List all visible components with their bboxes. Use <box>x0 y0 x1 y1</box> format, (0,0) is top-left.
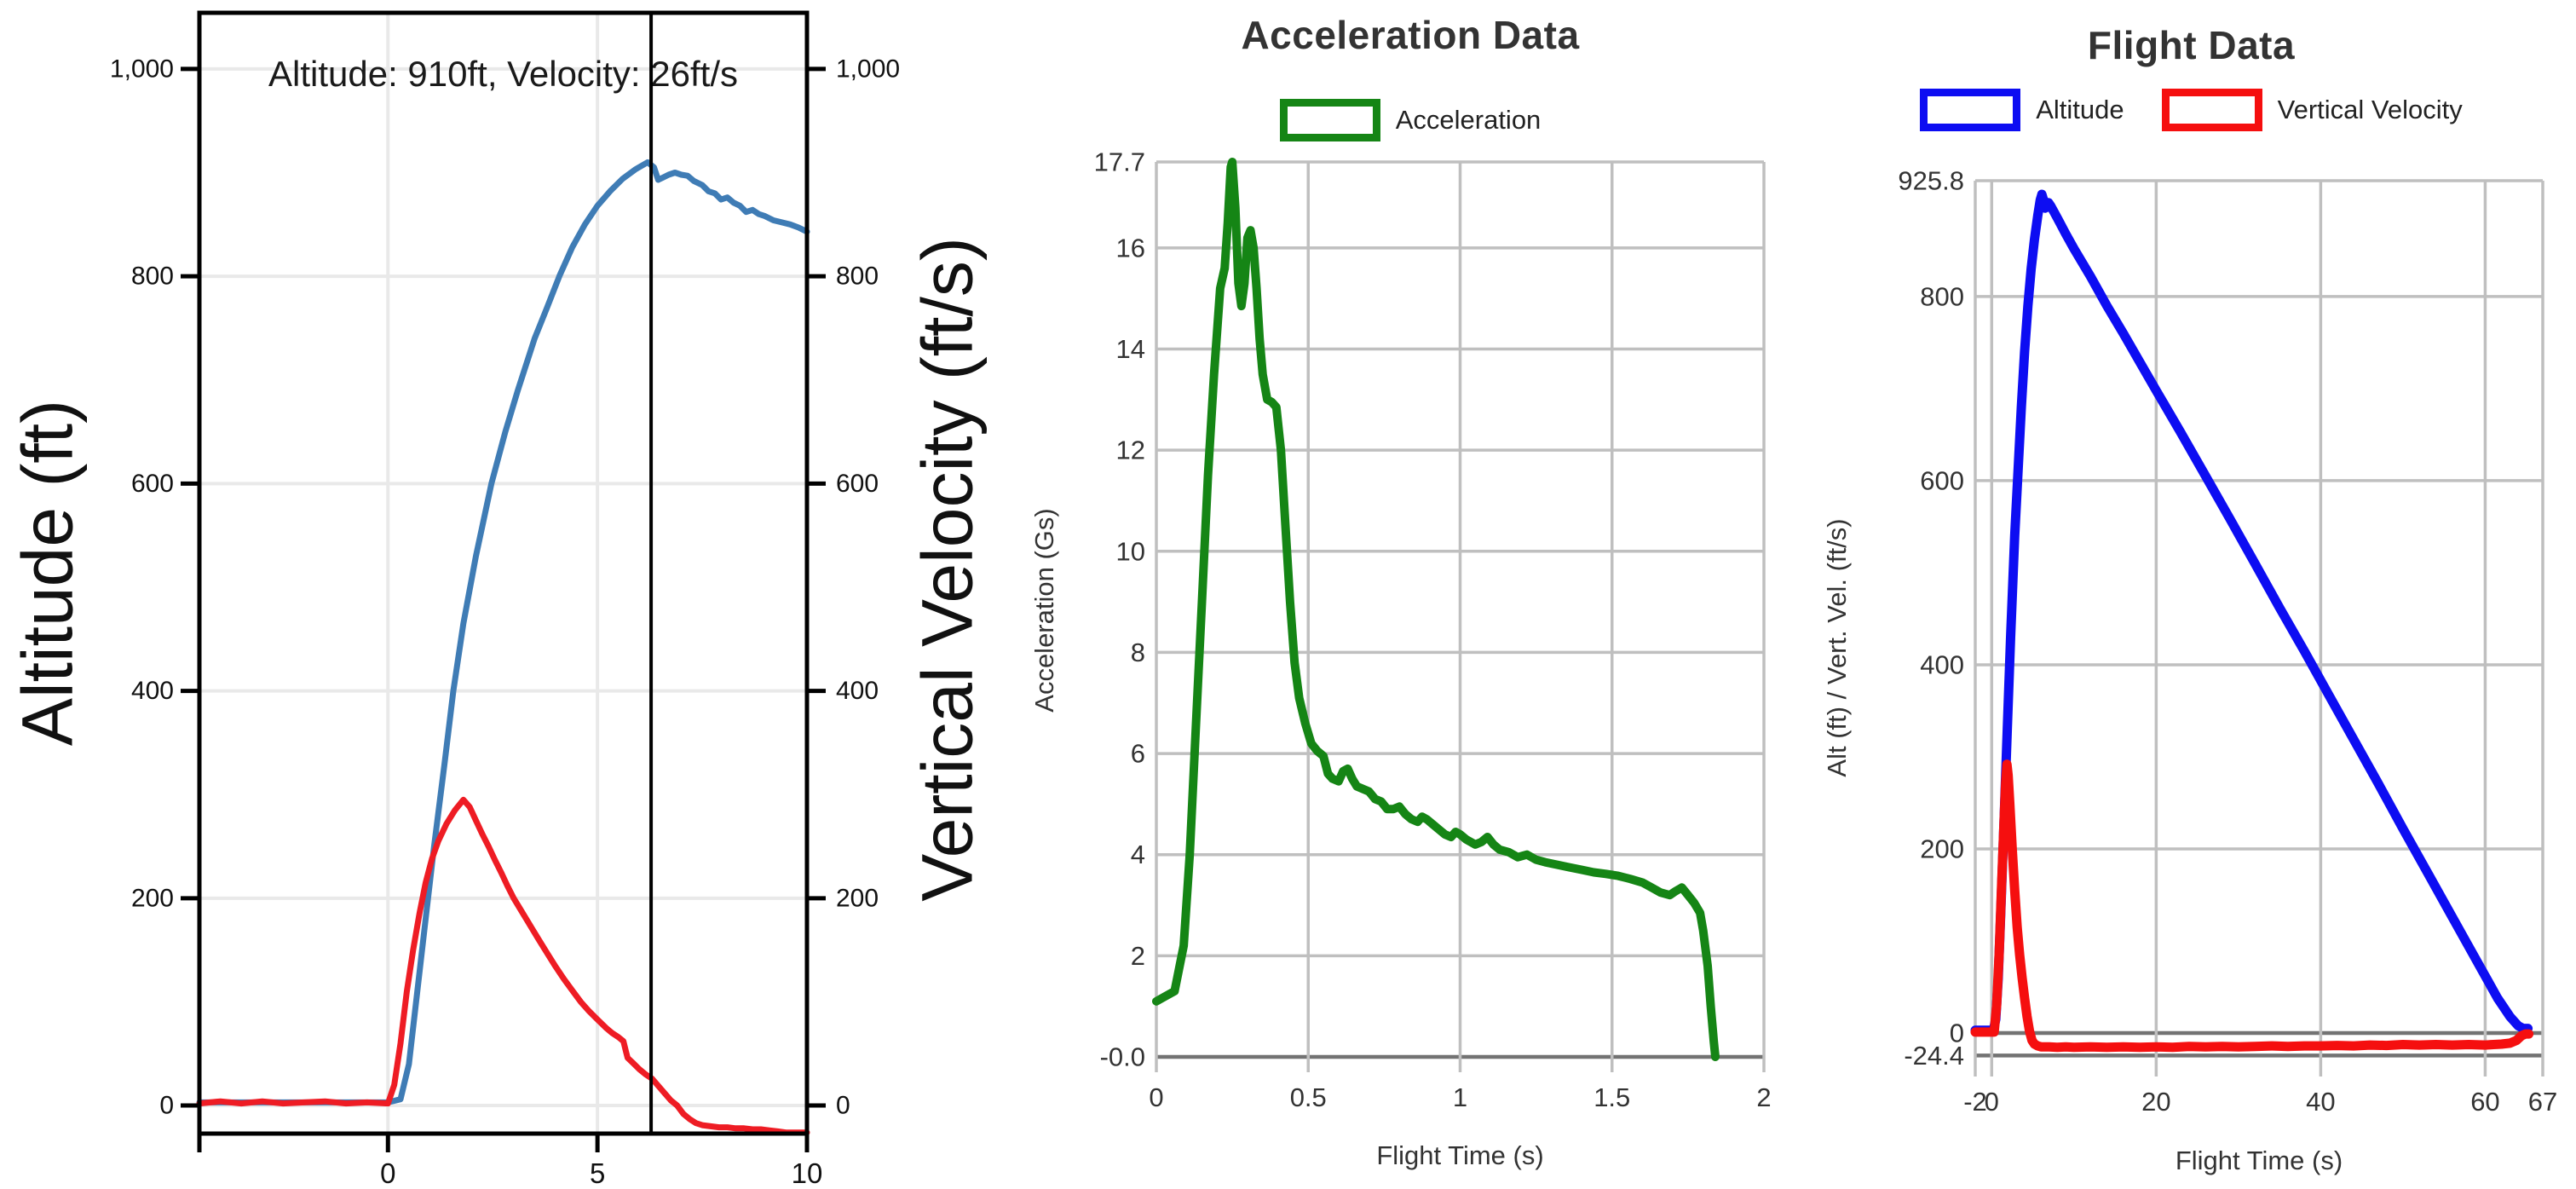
x-tick-label: 1 <box>1453 1082 1467 1112</box>
acceleration-plot-area[interactable]: 17.7 16 14 12 10 8 6 4 2 -0.00 0.5 1 1.5 2 <box>1014 0 1807 1189</box>
y-tick-label-right: 200 <box>836 884 879 912</box>
chart-title-acceleration-data: Acceleration Data <box>1241 13 1580 57</box>
y-tick-label: 2 <box>1131 941 1145 971</box>
legend-item-acceleration[interactable]: Acceleration <box>1279 99 1542 141</box>
legend-swatch-vertical-velocity <box>2161 89 2262 131</box>
chart-title-flight-data: Flight Data <box>2087 23 2296 67</box>
legend-item-altitude[interactable]: Altitude <box>1920 89 2124 131</box>
y-tick-label: 0 <box>159 1092 174 1120</box>
y-tick-label: 14 <box>1116 334 1145 364</box>
y-tick-label-right: 0 <box>836 1092 850 1120</box>
y-tick-label: 800 <box>131 263 174 291</box>
x-tick-label: 60 <box>2470 1087 2499 1117</box>
y-tick-label: 200 <box>1920 834 1964 863</box>
y-tick-label-right: 400 <box>836 677 879 705</box>
y-tick-label: 6 <box>1131 739 1145 769</box>
y-tick-label: -0.0 <box>1100 1042 1145 1072</box>
y-tick-label: -24.4 <box>1904 1041 1964 1071</box>
y-tick-label: 1,000 <box>110 55 174 83</box>
plot-annotation: Altitude: 910ft, Velocity: 26ft/s <box>268 54 738 94</box>
y-tick-label: 600 <box>1920 465 1964 495</box>
x-tick-label: 1.5 <box>1593 1082 1630 1112</box>
x-tick-label: 5 <box>590 1157 605 1189</box>
y-tick-label: 600 <box>131 470 174 498</box>
x-axis-label-flight-time: Flight Time (s) <box>2175 1146 2343 1175</box>
x-tick-label: 0.5 <box>1290 1082 1327 1112</box>
acceleration-chart: Acceleration Data Acceleration Accelerat… <box>1014 0 1807 1189</box>
legend-label: Acceleration <box>1395 105 1542 135</box>
y-tick-label: 4 <box>1131 840 1145 869</box>
x-tick-label: 10 <box>792 1157 823 1189</box>
y-tick-label: 0 <box>1950 1019 1964 1048</box>
y-tick-label: 17.7 <box>1094 147 1145 177</box>
x-tick-label: 40 <box>2306 1087 2335 1117</box>
altitude-velocity-plot-area[interactable]: 0 0 200 200 400 400 600 600 800 800 1,000 1,000 0 5 10… <box>0 0 1014 1189</box>
legend-swatch-acceleration <box>1279 99 1380 141</box>
y-tick-label: 200 <box>131 884 174 912</box>
y-tick-label: 12 <box>1116 436 1145 465</box>
legend-item-vertical-velocity[interactable]: Vertical Velocity <box>2161 89 2463 131</box>
y-tick-label: 16 <box>1116 233 1145 263</box>
plot-border <box>197 10 810 1136</box>
y-tick-label-right: 1,000 <box>836 55 900 83</box>
legend-flight-data: Altitude Vertical Velocity <box>1807 89 2576 131</box>
y-tick-label: 800 <box>1920 281 1964 311</box>
legend-acceleration: Acceleration <box>1014 99 1807 141</box>
x-tick-label: -2 <box>1963 1087 1987 1117</box>
flight-data-chart: Flight Data Altitude Vertical Velocity Al… <box>1807 0 2576 1189</box>
series-line-vertical-velocity <box>196 796 810 1136</box>
y-tick-label-right: 800 <box>836 263 879 291</box>
x-tick-label: 67 <box>2528 1087 2557 1117</box>
y-tick-label: 400 <box>1920 649 1964 679</box>
x-tick-label: 20 <box>2141 1087 2170 1117</box>
series-line-acceleration <box>1152 158 1720 1061</box>
x-axis-label-flight-time: Flight Time (s) <box>1376 1140 1544 1170</box>
x-tick-label: 2 <box>1756 1082 1771 1112</box>
x-tick-label: 0 <box>1985 1087 1999 1117</box>
y-tick-label: 10 <box>1116 536 1145 566</box>
series-line-altitude <box>1970 189 2533 1036</box>
x-tick-label: 0 <box>380 1157 395 1189</box>
x-tick-label: 0 <box>1149 1082 1163 1112</box>
y-tick-label: 8 <box>1131 638 1145 667</box>
series-line-vertical-velocity <box>1970 759 2534 1053</box>
y-tick-label: 400 <box>131 677 174 705</box>
series-line-altitude <box>196 159 810 1105</box>
legend-swatch-altitude <box>1920 89 2021 131</box>
altitude-velocity-chart: Altitude (ft) Vertical Velocity (ft/s) 0… <box>0 0 1014 1189</box>
legend-label: Altitude <box>2036 95 2124 124</box>
legend-label: Vertical Velocity <box>2277 95 2463 124</box>
y-tick-label-right: 600 <box>836 470 879 498</box>
y-tick-label: 925.8 <box>1898 166 1964 196</box>
